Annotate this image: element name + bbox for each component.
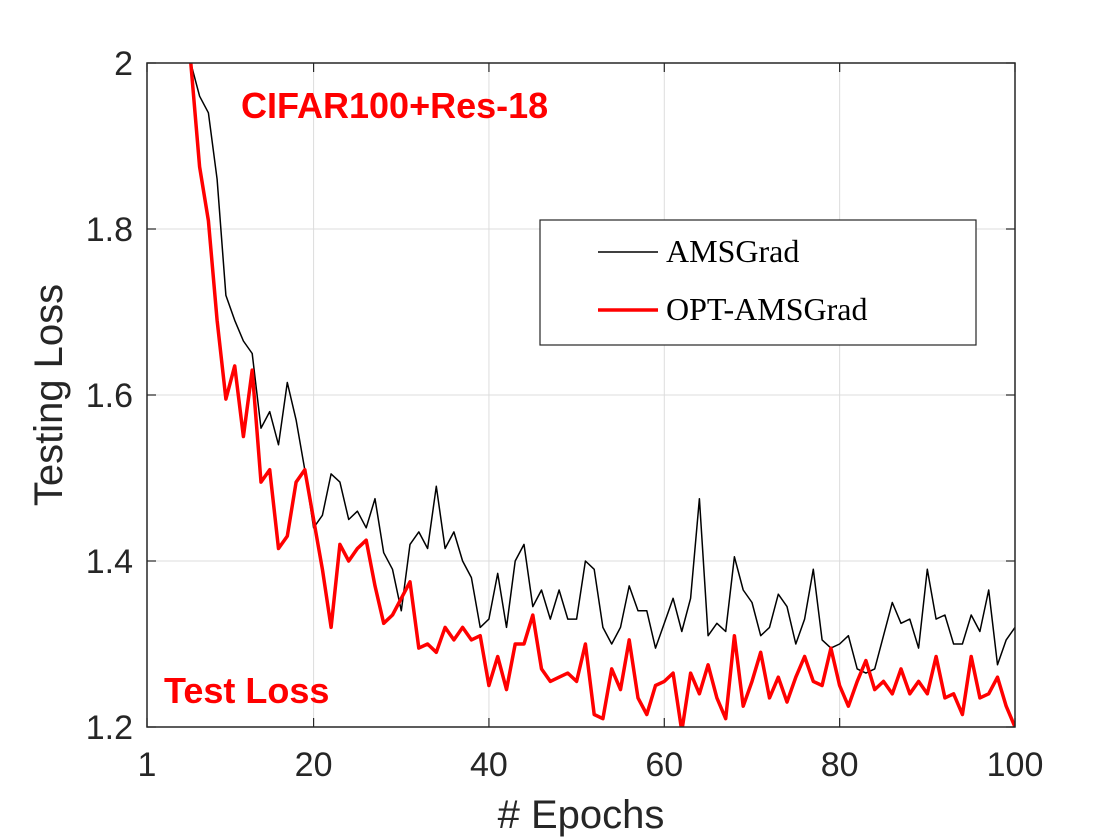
x-tick-label: 60 [645, 746, 683, 784]
tick-labels: 1 20 40 60 80 100 1.2 1.4 1.6 1.8 2 [86, 45, 1044, 784]
legend-label-opt-amsgrad: OPT-AMSGrad [666, 291, 868, 327]
legend: AMSGrad OPT-AMSGrad [539, 219, 977, 346]
y-tick-label: 1.4 [86, 543, 133, 581]
x-tick-label: 20 [295, 746, 333, 784]
x-tick-label: 40 [470, 746, 508, 784]
x-tick-label: 1 [138, 746, 157, 784]
annotation-dataset: CIFAR100+Res-18 [241, 85, 548, 126]
annotation-test-loss: Test Loss [164, 670, 329, 711]
y-tick-label: 1.6 [86, 377, 133, 415]
legend-box [539, 219, 977, 346]
y-axis-label: Testing Loss [27, 284, 71, 506]
series-line-amsgrad [190, 63, 1015, 674]
ticks [146, 62, 1016, 728]
y-tick-label: 2 [114, 45, 133, 83]
series-group [189, 63, 1015, 727]
y-tick-label: 1.8 [86, 211, 133, 249]
x-tick-label: 80 [821, 746, 859, 784]
y-tick-label: 1.2 [86, 709, 133, 747]
legend-label-amsgrad: AMSGrad [666, 233, 799, 269]
series-line-opt-amsgrad [189, 63, 1015, 727]
x-axis-label: # Epochs [498, 793, 665, 837]
x-tick-label: 100 [987, 746, 1044, 784]
